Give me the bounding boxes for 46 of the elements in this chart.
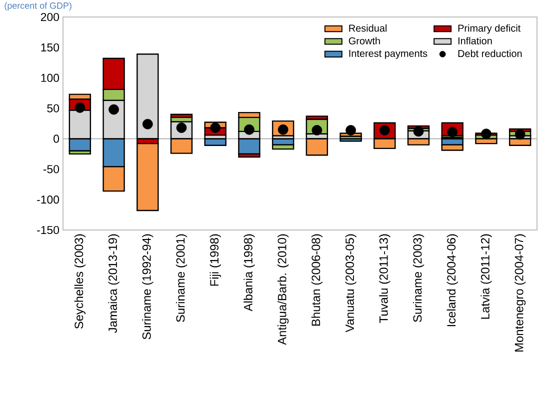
x-tick-label: Seychelles (2003) [74, 234, 86, 329]
x-tick-label: Albania (1998) [244, 234, 255, 312]
legend-label: Primary deficit [458, 24, 521, 34]
y-tick-label: -50 [43, 165, 60, 174]
bar [306, 138, 328, 156]
point [74, 102, 86, 113]
x-tick-label: Jamaica (2013-19) [108, 234, 120, 334]
bar [170, 114, 193, 118]
x-tick-label: Fiji (1998) [210, 234, 221, 286]
legend-label: Residual [349, 24, 386, 32]
y-tick-label: 200 [40, 12, 60, 22]
x-tick-label: Suriname (1992-94) [142, 234, 154, 340]
x-tick-label: Antigua/Barb. (2010) [278, 234, 289, 345]
point [278, 124, 288, 135]
x-tick-label: Latvia (2011-12) [480, 234, 492, 319]
bar [136, 54, 159, 140]
point [108, 104, 119, 115]
x-tick-label: Vanuatu (2003-05) [345, 234, 356, 332]
point [210, 122, 221, 133]
y-tick-label: 50 [47, 104, 60, 112]
x-tick-label: Tuvalu (2011-13) [379, 234, 390, 323]
x-tick-label: Suriname (2001) [176, 234, 188, 322]
x-tick-label: Suriname (2003) [412, 234, 424, 322]
y-tick-label: -150 [37, 226, 60, 234]
legend-label: Growth [348, 37, 380, 44]
x-tick-label: Bhutan (2006-08) [311, 234, 322, 326]
y-tick-label: 0 [54, 134, 60, 143]
point [514, 129, 526, 140]
point [176, 122, 187, 133]
point [312, 125, 322, 136]
point [346, 125, 356, 136]
y-tick-label: -100 [37, 196, 60, 204]
legend-label: Inflation [458, 37, 492, 44]
point [447, 126, 458, 138]
y-tick-label: 100 [41, 74, 60, 82]
legend-label: Interest payments [349, 50, 428, 59]
point [481, 128, 492, 140]
point [379, 125, 390, 136]
chart-title: (percent of GDP) [4, 2, 72, 11]
point [244, 124, 254, 135]
point [142, 118, 153, 130]
x-tick-label: Iceland (2004-06) [446, 234, 458, 326]
point [413, 126, 424, 137]
legend-label: Debt reduction [458, 50, 522, 58]
y-tick-label: 150 [41, 43, 60, 52]
x-tick-label: Montenegro (2004-07) [514, 234, 526, 352]
